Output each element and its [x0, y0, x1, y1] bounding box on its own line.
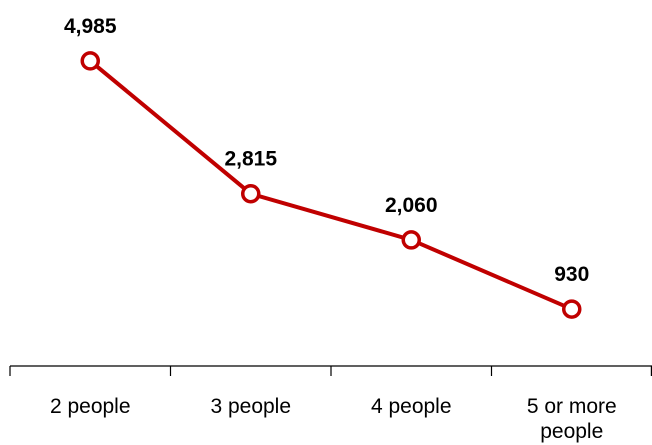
data-label: 930: [554, 263, 589, 286]
data-label: 2,815: [224, 148, 277, 171]
x-axis: [9, 365, 652, 376]
x-tick-label: 5 or more people: [527, 395, 617, 443]
data-point-group: [80, 51, 582, 319]
x-tick-label: 3 people: [210, 395, 291, 418]
data-point: [80, 51, 100, 71]
data-label: 2,060: [385, 194, 438, 217]
series-line-group: [88, 59, 573, 311]
series-line: [88, 59, 573, 311]
data-label: 4,985: [64, 15, 117, 38]
data-label-group: 4,985 2,815 2,060 930: [64, 15, 589, 286]
x-axis-tick-labels: 2 people 3 people 4 people 5 or more people: [50, 395, 617, 443]
x-tick-label: 4 people: [371, 395, 452, 418]
data-point: [241, 183, 261, 204]
x-tick-label: 2 people: [50, 395, 131, 418]
data-point: [401, 230, 421, 250]
data-point: [562, 299, 582, 319]
